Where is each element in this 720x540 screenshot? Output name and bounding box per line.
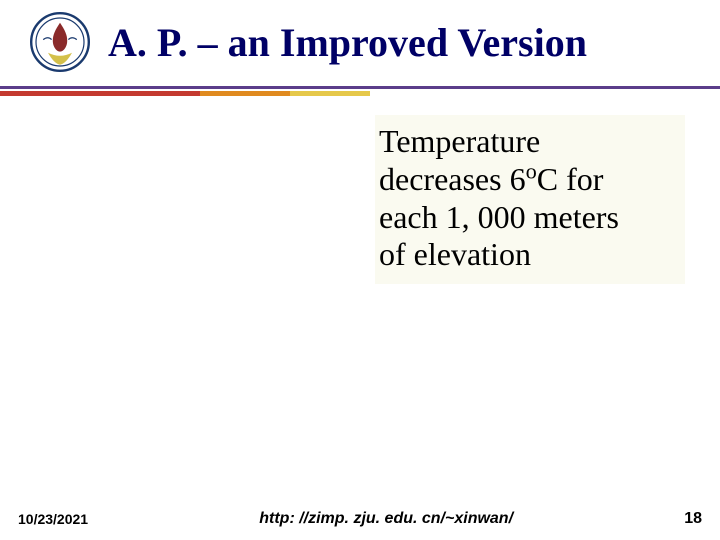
content-line-1: Temperature [379, 123, 540, 159]
university-logo [30, 12, 90, 72]
content-text-box: Temperature decreases 6oC for each 1, 00… [375, 115, 685, 284]
content-line-4: of elevation [379, 236, 531, 272]
content-degree-superscript: o [526, 158, 537, 183]
divider-main [0, 86, 720, 89]
slide-header: A. P. – an Improved Version [0, 0, 720, 80]
content-line-3: each 1, 000 meters [379, 199, 619, 235]
footer-page-number: 18 [684, 510, 702, 528]
divider-accent-3 [290, 91, 370, 96]
content-line-2-pre: decreases 6 [379, 161, 526, 197]
header-divider [0, 86, 720, 96]
content-line-2-post: C for [537, 161, 604, 197]
slide-footer: 10/23/2021 http: //zimp. zju. edu. cn/~x… [0, 510, 720, 528]
divider-accent-1 [0, 91, 200, 96]
slide-title: A. P. – an Improved Version [108, 19, 587, 66]
footer-date: 10/23/2021 [18, 511, 88, 527]
divider-accent-2 [200, 91, 290, 96]
footer-url: http: //zimp. zju. edu. cn/~xinwan/ [88, 510, 684, 528]
